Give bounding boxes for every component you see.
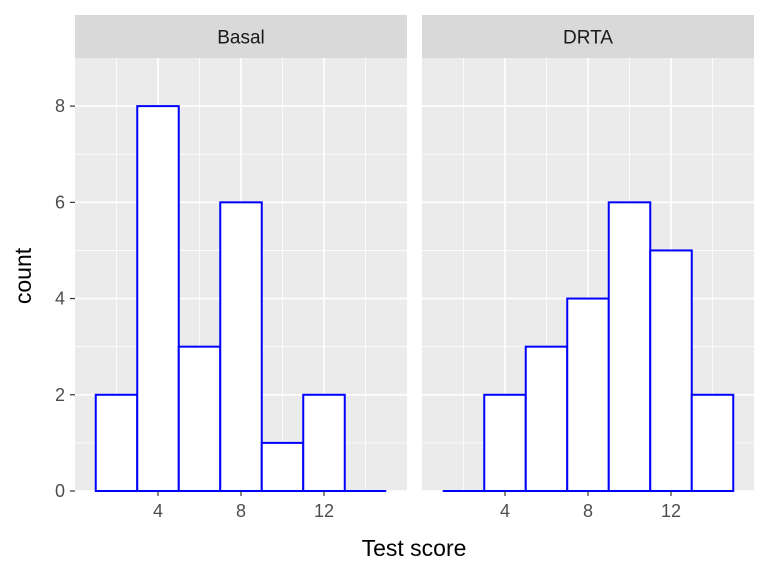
- y-tick-label: 6: [55, 192, 65, 212]
- x-tick-label: 8: [236, 501, 246, 521]
- histogram-bar: [649, 249, 693, 492]
- x-tick-label: 12: [661, 501, 681, 521]
- facet-strip: [422, 15, 754, 58]
- histogram-bar: [524, 345, 569, 492]
- y-tick-label: 0: [55, 481, 65, 501]
- histogram-bar: [302, 393, 346, 492]
- histogram-bar: [219, 201, 263, 492]
- x-tick-label: 12: [314, 501, 334, 521]
- facet-strip-label: DRTA: [563, 28, 613, 49]
- x-tick-label: 4: [500, 501, 510, 521]
- x-tick-label: 8: [583, 501, 593, 521]
- y-tick-label: 4: [55, 289, 65, 309]
- y-tick-label: 2: [55, 385, 65, 405]
- facet-strip: [75, 15, 407, 58]
- facet-strip-label: Basal: [217, 28, 265, 49]
- y-axis: 0 2 4 6 8: [55, 96, 75, 501]
- facet-panel-basal: Basal 4 8 12: [75, 15, 407, 521]
- histogram-bar: [136, 105, 180, 492]
- histogram-bar: [607, 201, 652, 492]
- histogram-bar: [690, 393, 735, 492]
- y-tick-label: 8: [55, 96, 65, 116]
- histogram-bar: [566, 297, 610, 492]
- facet-panels: Basal 4 8 12 DRTA 4 8 12: [75, 15, 754, 521]
- y-axis-title: count: [10, 247, 36, 304]
- histogram-bar: [260, 441, 305, 492]
- x-tick-label: 4: [153, 501, 163, 521]
- x-axis-title: Test score: [362, 535, 467, 561]
- histogram-bar: [94, 393, 139, 492]
- facet-panel-drta: DRTA 4 8 12: [422, 15, 754, 521]
- histogram-bar: [177, 345, 222, 492]
- histogram-bar: [483, 393, 527, 492]
